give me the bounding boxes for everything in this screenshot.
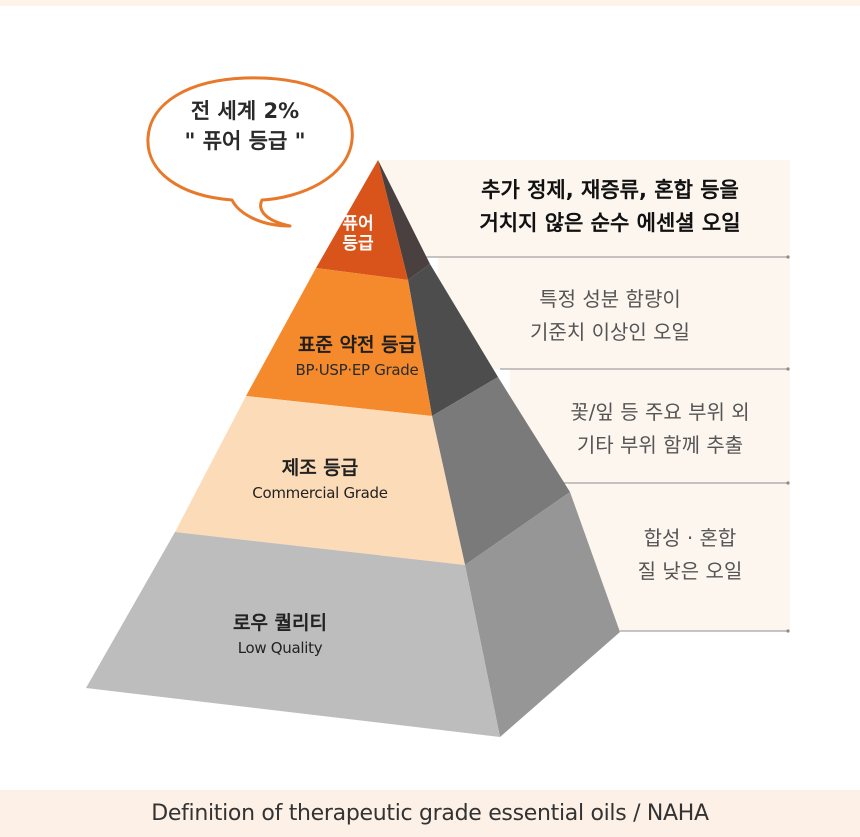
bubble-line-2: " 퓨어 등급 " — [184, 129, 306, 153]
footer-band — [0, 790, 860, 837]
divider-dot-3 — [786, 481, 790, 485]
divider-dot-4 — [786, 629, 790, 633]
desc-panel-2 — [438, 257, 790, 369]
tier-pure-line-1: 퓨어 — [342, 214, 374, 234]
tier-pure-line-2: 등급 — [342, 234, 374, 254]
pyramid-front-pure — [316, 160, 408, 280]
pyramid-side-commercial — [432, 377, 570, 565]
description-standard-line-2: 기준치 이상인 오일 — [530, 320, 690, 344]
tier-standard-name: 표준 약전 등급 — [297, 334, 417, 356]
tier-label-commercial: 제조 등급 Commercial Grade — [225, 453, 415, 502]
tier-commercial-english: Commercial Grade — [252, 484, 388, 502]
tier-low-english: Low Quality — [237, 639, 323, 657]
tier-standard-english: BP·USP·EP Grade — [295, 361, 419, 379]
pyramid-side-low — [465, 492, 620, 737]
tier-commercial-name: 제조 등급 — [281, 457, 359, 479]
description-pure: 추가 정제, 재증류, 혼합 등을 거치지 않은 순수 에센셜 오일 — [430, 174, 790, 240]
pyramid-diagram — [86, 76, 790, 737]
footer-caption: Definition of therapeutic grade essentia… — [151, 801, 709, 826]
pyramid-side-pure — [378, 160, 430, 280]
desc-panel-3 — [510, 369, 790, 483]
description-commercial-line-2: 기타 부위 함께 추출 — [576, 433, 744, 457]
speech-bubble-text: 전 세계 2% " 퓨어 등급 " — [150, 96, 340, 156]
desc-panel-1 — [378, 160, 790, 257]
pyramid-front-low — [86, 532, 500, 737]
pyramid-front-standard — [246, 268, 432, 416]
bubble-line-1: 전 세계 2% — [190, 99, 300, 123]
tier-label-standard: 표준 약전 등급 BP·USP·EP Grade — [262, 330, 452, 379]
tier-low-name: 로우 퀄리티 — [232, 612, 327, 634]
tier-label-low: 로우 퀄리티 Low Quality — [185, 608, 375, 657]
description-standard-line-1: 특정 성분 함량이 — [539, 287, 681, 311]
tier-label-pure: 퓨어 등급 — [318, 214, 398, 254]
description-commercial-line-1: 꽃/잎 등 주요 부위 외 — [570, 400, 750, 424]
pyramid-side-standard — [408, 264, 498, 416]
description-low-line-2: 질 낮은 오일 — [637, 559, 743, 583]
description-low: 합성 · 혼합 질 낮은 오일 — [590, 522, 790, 588]
description-standard: 특정 성분 함량이 기준치 이상인 오일 — [430, 283, 790, 349]
description-low-line-1: 합성 · 혼합 — [643, 526, 737, 550]
description-commercial: 꽃/잎 등 주요 부위 외 기타 부위 함께 추출 — [530, 396, 790, 462]
pyramid-front-commercial — [175, 396, 465, 565]
description-pure-line-1: 추가 정제, 재증류, 혼합 등을 — [481, 178, 739, 202]
speech-bubble — [146, 76, 354, 228]
description-pure-line-2: 거치지 않은 순수 에센셜 오일 — [479, 211, 741, 235]
top-band — [0, 0, 860, 6]
divider-dot-2 — [786, 367, 790, 371]
divider-dot-1 — [786, 255, 790, 259]
